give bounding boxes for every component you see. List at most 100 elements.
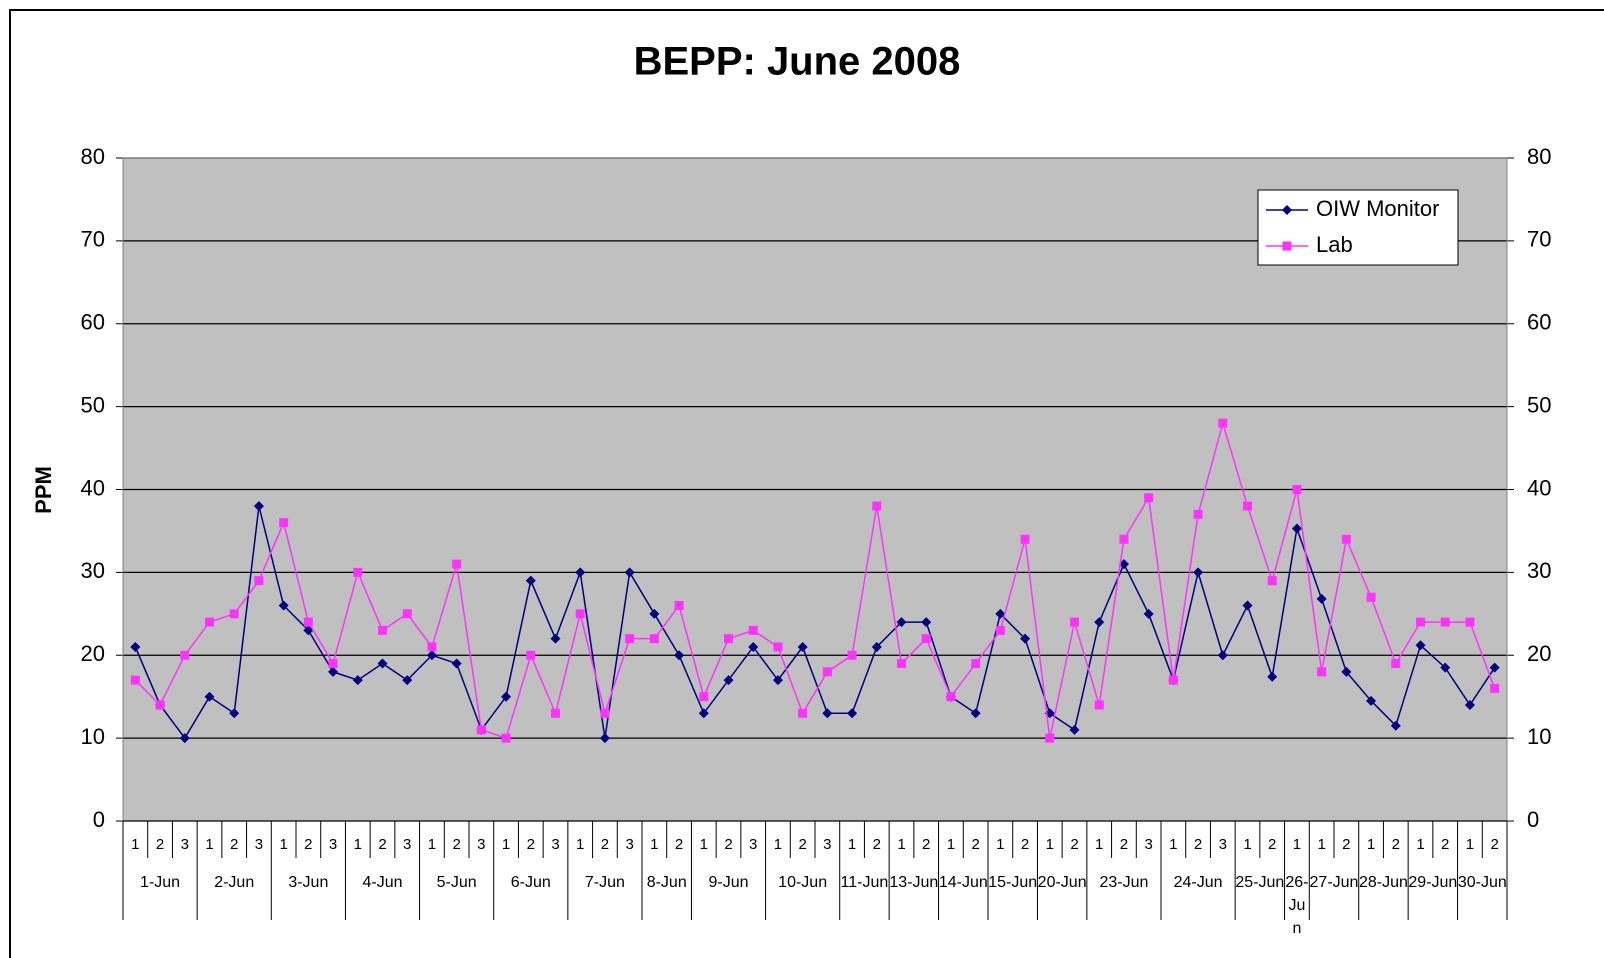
point: [525, 575, 536, 586]
point: [698, 708, 709, 719]
x-tick-label: 1: [996, 836, 1004, 853]
x-tick-label: 1: [1243, 836, 1251, 853]
point: [921, 617, 932, 628]
point: [179, 733, 190, 744]
point: [1440, 617, 1450, 627]
point: [649, 608, 660, 619]
point: [1217, 650, 1228, 661]
point: [180, 650, 190, 660]
point: [921, 634, 931, 644]
point: [551, 708, 560, 718]
x-tick-label: 2: [527, 836, 535, 853]
point: [402, 675, 413, 686]
point: [204, 691, 215, 702]
point: [1465, 617, 1475, 627]
x-tick-label: 2: [798, 836, 806, 853]
point: [328, 666, 339, 677]
point: [1316, 593, 1327, 604]
x-tick-label: 1: [947, 836, 955, 853]
x-tick-label: 2: [971, 836, 979, 853]
x-tick-label: 1: [131, 836, 139, 853]
x-tick-label: 1: [205, 836, 213, 853]
group-label: 4-Jun: [362, 874, 403, 891]
point: [1317, 667, 1327, 677]
point: [674, 601, 684, 611]
point: [1366, 695, 1377, 706]
point: [378, 625, 387, 635]
group-label: 14-Jun: [938, 874, 988, 891]
series-line: [134, 420, 1496, 740]
point: [995, 608, 1006, 619]
x-tick-label: 2: [873, 836, 881, 853]
point: [229, 609, 239, 619]
x-tick-label: 3: [551, 836, 559, 853]
x-tick-label: 1: [1095, 836, 1103, 853]
point: [130, 675, 140, 685]
x-tick-label: 1: [1169, 836, 1177, 853]
point: [1218, 418, 1228, 428]
y2-tick-label: 50: [1527, 392, 1551, 417]
point: [872, 501, 882, 511]
point: [1020, 633, 1031, 644]
point: [847, 708, 858, 719]
group-label: 1-Jun: [140, 874, 181, 891]
point: [871, 641, 882, 652]
point: [797, 641, 808, 652]
point: [1118, 559, 1129, 570]
y2-tick-label: 40: [1527, 475, 1551, 500]
x-tick-label: 1: [700, 836, 708, 853]
point: [253, 501, 264, 512]
x-tick-label: 2: [452, 836, 460, 853]
point: [847, 650, 857, 660]
x-tick-label: 1: [848, 836, 856, 853]
x-tick-label: 3: [749, 836, 757, 853]
group-label: 24-Jun: [1173, 874, 1223, 891]
x-tick-label: 2: [601, 836, 609, 853]
legend-label: Lab: [1316, 232, 1353, 257]
point: [1094, 700, 1104, 710]
x-tick-label: 2: [1342, 836, 1350, 853]
x-tick-label: 1: [576, 836, 584, 853]
y-tick-label: 50: [81, 392, 105, 417]
point: [501, 733, 511, 743]
point: [649, 634, 659, 644]
y2-tick-label: 30: [1527, 558, 1551, 583]
legend-marker: [1282, 205, 1292, 215]
x-tick-label: 2: [675, 836, 683, 853]
point: [971, 659, 981, 669]
point: [748, 641, 759, 652]
x-tick-label: 1: [774, 836, 782, 853]
point: [254, 576, 264, 586]
point: [970, 708, 981, 719]
point: [328, 659, 338, 669]
x-tick-label: 3: [823, 836, 831, 853]
point: [1440, 662, 1451, 673]
y-tick-label: 0: [93, 807, 105, 832]
group-label: 11-Jun: [840, 874, 889, 891]
point: [1168, 675, 1178, 685]
x-tick-label: 1: [1317, 836, 1325, 853]
point: [674, 650, 685, 661]
x-tick-label: 3: [1144, 836, 1152, 853]
chart-title: BEPP: June 2008: [634, 40, 961, 84]
group-label: 26-Jun: [1285, 874, 1309, 937]
point: [1391, 659, 1401, 669]
point: [426, 650, 437, 661]
series-line: [134, 505, 1496, 740]
point: [278, 600, 289, 611]
point: [995, 625, 1005, 635]
point: [1267, 576, 1277, 586]
point: [798, 708, 808, 718]
point: [897, 659, 906, 669]
y-tick-label: 40: [81, 475, 105, 500]
point: [526, 650, 536, 660]
point: [377, 658, 388, 669]
x-tick-label: 1: [354, 836, 362, 853]
x-tick-label: 1: [897, 836, 905, 853]
x-tick-label: 2: [922, 836, 930, 853]
point: [822, 708, 833, 719]
x-tick-label: 2: [1194, 836, 1202, 853]
group-label: 30-Jun: [1457, 874, 1507, 891]
point: [229, 708, 240, 719]
x-tick-label: 3: [477, 836, 485, 853]
